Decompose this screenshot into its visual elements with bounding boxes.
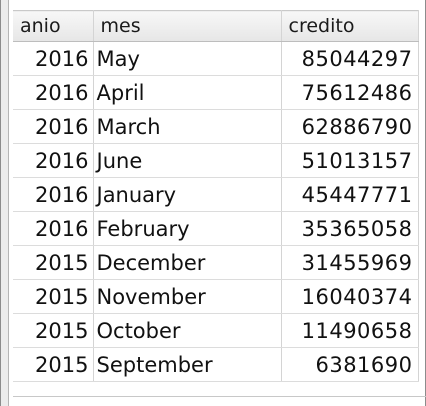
cell-credito[interactable]: 31455969: [281, 245, 419, 280]
cell-mes[interactable]: February: [93, 211, 282, 246]
row-header-strip: [1, 0, 9, 406]
cell-mes[interactable]: June: [93, 143, 282, 178]
cell-anio[interactable]: 2015: [13, 347, 94, 382]
table-row[interactable]: 2015 September 6381690: [13, 347, 419, 382]
cell-mes[interactable]: March: [93, 109, 282, 144]
cell-credito[interactable]: 16040374: [281, 279, 419, 314]
table-row[interactable]: 2016 June 51013157: [13, 143, 419, 178]
table-row[interactable]: 2015 October 11490658: [13, 313, 419, 348]
cell-anio[interactable]: 2016: [13, 109, 94, 144]
cell-mes[interactable]: November: [93, 279, 282, 314]
cell-mes[interactable]: September: [93, 347, 282, 382]
column-header-mes[interactable]: mes: [93, 10, 282, 42]
cell-mes[interactable]: January: [93, 177, 282, 212]
cell-credito[interactable]: 75612486: [281, 75, 419, 110]
bottom-divider: [13, 396, 426, 397]
cell-anio[interactable]: 2016: [13, 177, 94, 212]
table-row[interactable]: 2016 March 62886790: [13, 109, 419, 144]
cell-anio[interactable]: 2016: [13, 211, 94, 246]
cell-credito[interactable]: 85044297: [281, 41, 419, 76]
cell-credito[interactable]: 35365058: [281, 211, 419, 246]
column-header-anio[interactable]: anio: [13, 10, 94, 42]
cell-anio[interactable]: 2016: [13, 41, 94, 76]
cell-credito[interactable]: 45447771: [281, 177, 419, 212]
table-row[interactable]: 2016 May 85044297: [13, 41, 419, 76]
results-table: anio mes credito 2016 May 85044297 2016 …: [13, 10, 419, 382]
cell-mes[interactable]: December: [93, 245, 282, 280]
cell-mes[interactable]: April: [93, 75, 282, 110]
cell-anio[interactable]: 2016: [13, 75, 94, 110]
column-header-credito[interactable]: credito: [281, 10, 419, 42]
cell-mes[interactable]: May: [93, 41, 282, 76]
table-row[interactable]: 2016 January 45447771: [13, 177, 419, 212]
table-row[interactable]: 2015 November 16040374: [13, 279, 419, 314]
table-row[interactable]: 2016 April 75612486: [13, 75, 419, 110]
cell-mes[interactable]: October: [93, 313, 282, 348]
cell-credito[interactable]: 51013157: [281, 143, 419, 178]
table-row[interactable]: 2016 February 35365058: [13, 211, 419, 246]
table-row[interactable]: 2015 December 31455969: [13, 245, 419, 280]
cell-anio[interactable]: 2015: [13, 245, 94, 280]
cell-anio[interactable]: 2015: [13, 279, 94, 314]
cell-credito[interactable]: 6381690: [281, 347, 419, 382]
cell-credito[interactable]: 11490658: [281, 313, 419, 348]
cell-anio[interactable]: 2016: [13, 143, 94, 178]
cell-credito[interactable]: 62886790: [281, 109, 419, 144]
header-row: anio mes credito: [13, 10, 419, 42]
cell-anio[interactable]: 2015: [13, 313, 94, 348]
